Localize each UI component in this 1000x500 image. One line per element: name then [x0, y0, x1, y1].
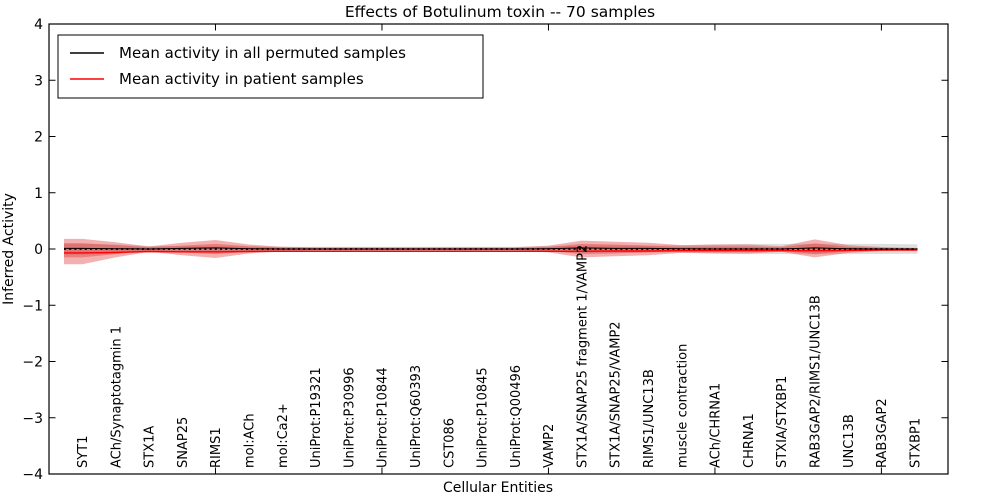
x-category-label: UNC13B [842, 414, 857, 468]
x-category-label: STXBP1 [908, 418, 923, 468]
y-tick-label: 1 [34, 186, 43, 202]
y-tick-label: 4 [34, 17, 43, 33]
legend-label-patient: Mean activity in patient samples [119, 70, 364, 88]
x-category-label: UniProt:P19321 [309, 367, 324, 468]
x-category-label: ACh/Synaptotagmin 1 [109, 326, 124, 468]
plot-content [63, 238, 918, 265]
patient-samples-inner-range-band [64, 243, 918, 258]
axis-tick-labels: 4 3 2 1 0 −1 −2 −3 −4 SYT1 ACh/Synaptotagmin 1 STX1… [22, 17, 923, 483]
patient-mean-line [64, 249, 918, 254]
y-tick-label: −3 [22, 411, 43, 427]
legend-label-permuted: Mean activity in all permuted samples [119, 44, 406, 62]
x-category-label: CHRNA1 [742, 413, 757, 468]
x-category-label: mol:Ca2+ [276, 403, 291, 468]
x-category-label: RAB3GAP2 [875, 398, 890, 468]
y-tick-label: 3 [34, 73, 43, 89]
x-axis-label: Cellular Entities [443, 480, 553, 496]
x-category-label: UniProt:P30996 [342, 367, 357, 468]
y-tick-label: −2 [22, 355, 43, 371]
legend: Mean activity in all permuted samples Me… [57, 34, 484, 99]
x-category-label: mol:ACh [242, 413, 257, 468]
x-category-label: SNAP25 [176, 417, 191, 468]
x-category-label: RIMS1 [209, 427, 224, 468]
x-category-label: UniProt:P10845 [476, 367, 491, 468]
x-category-label: UniProt:Q60393 [409, 365, 424, 468]
x-category-label: SYT1 [76, 436, 91, 468]
y-tick-label: 2 [34, 130, 43, 146]
x-category-label: RIMS1/UNC13B [642, 369, 657, 468]
x-category-label: CST086 [442, 418, 457, 468]
patient-samples-outer-range-band [64, 238, 918, 265]
chart-title: Effects of Botulinum toxin -- 70 samples [345, 3, 655, 21]
x-category-label: RAB3GAP2/RIMS1/UNC13B [809, 295, 824, 468]
x-category-label: UniProt:Q00496 [509, 365, 524, 468]
y-tick-label: −4 [22, 467, 43, 483]
y-tick-label: 0 [34, 242, 43, 258]
x-category-label: ACh/CHRNA1 [709, 383, 724, 468]
x-category-label: muscle contraction [675, 344, 690, 468]
axis-ticks [49, 23, 948, 475]
x-category-label: UniProt:P10844 [376, 367, 391, 468]
y-axis-label: Inferred Activity [1, 193, 17, 305]
x-category-label: STXIA/STXBP1 [775, 376, 790, 468]
x-category-label: VAMP2 [542, 424, 557, 468]
x-category-label: STX1A/SNAP25 fragment 1/VAMP2 [575, 245, 590, 468]
y-tick-label: −1 [22, 298, 43, 314]
legend-box [57, 34, 484, 99]
x-category-label: STX1A [143, 426, 158, 468]
x-category-label: STX1A/SNAP25/VAMP2 [609, 321, 624, 468]
